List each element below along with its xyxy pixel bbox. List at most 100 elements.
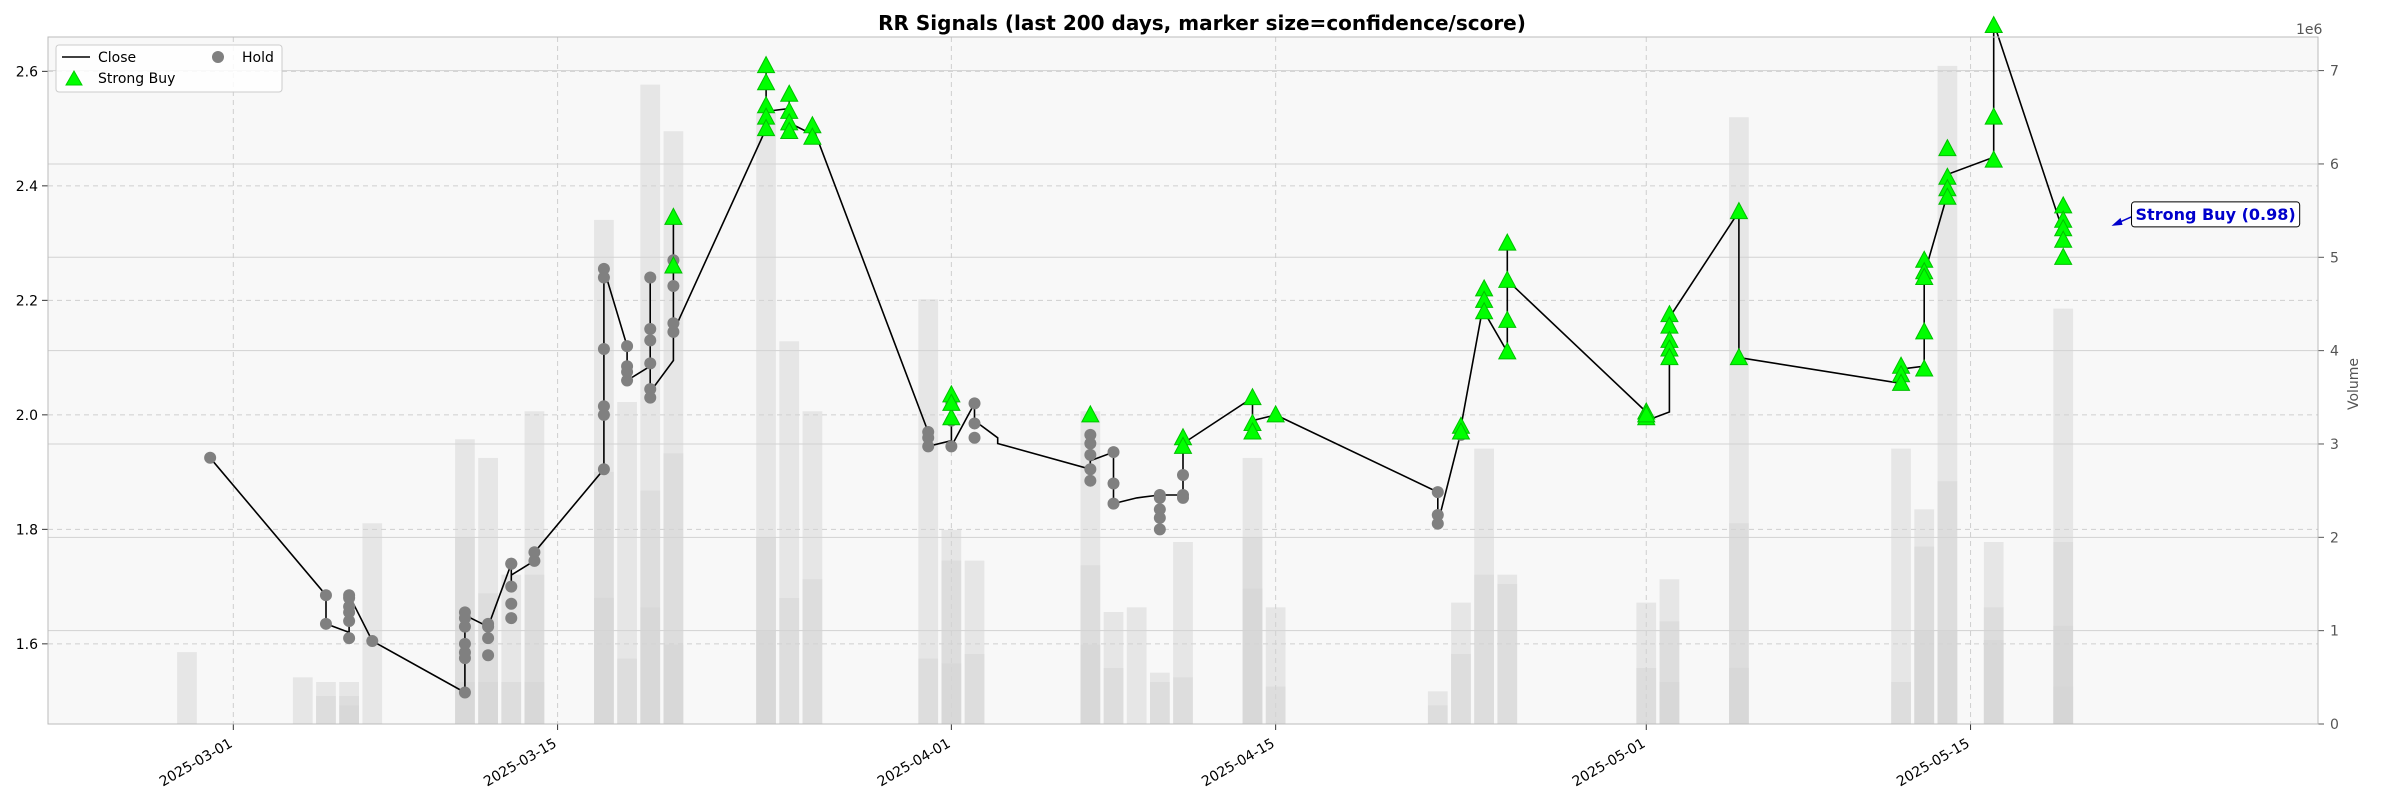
volume-bar xyxy=(802,579,823,724)
volume-bar xyxy=(1636,667,1657,724)
legend-close-label: Close xyxy=(98,50,136,66)
hold-marker xyxy=(1431,517,1444,530)
volume-bar xyxy=(1891,448,1911,724)
hold-marker xyxy=(1153,523,1166,536)
volume-bars xyxy=(177,65,2074,725)
strong-buy-marker xyxy=(1984,107,2004,125)
strong-buy-marker xyxy=(1984,150,2004,168)
hold-marker xyxy=(505,597,518,610)
hold-marker xyxy=(458,612,471,625)
hold-marker xyxy=(343,614,356,627)
volume-bar xyxy=(594,597,614,724)
hold-marker xyxy=(458,620,471,633)
legend-hold-swatch xyxy=(212,51,224,63)
volume-tick-label: 7 xyxy=(2330,64,2339,80)
hold-marker xyxy=(597,262,610,275)
volume-tick-label: 1 xyxy=(2330,624,2339,640)
y-tick-label: 2.2 xyxy=(16,293,38,309)
volume-bar xyxy=(1474,574,1494,724)
y-tick-label: 2.4 xyxy=(16,179,38,195)
volume-bar xyxy=(918,658,939,724)
volume-bar xyxy=(964,653,985,724)
hold-marker xyxy=(528,554,541,567)
legend-hold-label: Hold xyxy=(242,50,274,66)
y-tick-label: 2.6 xyxy=(16,64,38,80)
hold-marker xyxy=(505,580,518,593)
volume-bar xyxy=(779,597,800,724)
hold-marker xyxy=(343,632,356,645)
hold-marker xyxy=(482,617,495,630)
strong-buy-marker xyxy=(1729,347,1749,366)
volume-bar xyxy=(1265,686,1286,724)
volume-tick-label: 5 xyxy=(2330,250,2339,266)
hold-marker xyxy=(621,365,634,378)
hold-marker xyxy=(968,397,981,410)
volume-bar xyxy=(501,681,522,724)
hold-marker xyxy=(644,334,657,347)
volume-bar xyxy=(1891,681,1911,724)
hold-marker xyxy=(482,632,495,645)
volume-bar xyxy=(918,299,939,724)
volume-bar xyxy=(316,695,336,724)
strong-buy-marker xyxy=(1451,421,1471,440)
volume-tick-label: 2 xyxy=(2330,530,2339,546)
hold-marker xyxy=(505,612,518,625)
hold-marker xyxy=(1084,448,1097,461)
strong-buy-marker xyxy=(664,207,683,225)
strong-buy-marker xyxy=(1497,310,1517,328)
hold-marker xyxy=(922,431,935,444)
hold-marker xyxy=(1177,468,1189,481)
legend-frame xyxy=(55,44,283,93)
strong-buy-marker xyxy=(756,55,776,74)
hold-marker xyxy=(1107,446,1120,459)
volume-bar xyxy=(1103,667,1124,724)
strong-buy-marker xyxy=(1266,404,1285,423)
volume-bar xyxy=(1080,644,1101,724)
volume-bar xyxy=(617,658,637,724)
annotation-arrowhead xyxy=(2111,217,2123,226)
hold-marker xyxy=(667,280,680,293)
hold-marker xyxy=(968,431,981,444)
volume-bar xyxy=(1242,588,1263,724)
annotation-box xyxy=(2131,201,2301,228)
strong-buy-marker xyxy=(1938,187,1957,205)
volume-bar xyxy=(362,523,383,724)
volume-bar xyxy=(1983,639,2004,724)
hold-marker xyxy=(621,374,634,387)
hold-marker xyxy=(482,649,495,662)
hold-marker xyxy=(1107,497,1120,510)
hold-marker xyxy=(1107,477,1120,490)
volume-bar xyxy=(1149,681,1170,724)
volume-tick-label: 4 xyxy=(2330,344,2339,360)
volume-bar xyxy=(1173,677,1193,724)
y-tick-label: 2.0 xyxy=(16,408,38,424)
strong-buy-marker xyxy=(1914,358,1934,377)
volume-tick-label: 0 xyxy=(2330,717,2339,733)
legend: Close Strong Buy Hold xyxy=(55,44,283,93)
strong-buy-marker xyxy=(1984,15,2004,34)
volume-bar xyxy=(292,677,313,724)
hold-marker xyxy=(597,343,610,356)
hold-marker xyxy=(1153,491,1166,504)
y-tick-label: 1.6 xyxy=(16,637,38,653)
strong-buy-marker xyxy=(1891,373,1911,391)
hold-marker xyxy=(644,357,657,370)
strong-buy-marker xyxy=(1497,341,1517,360)
volume-bar xyxy=(1729,667,1749,724)
hold-marker xyxy=(1431,486,1444,499)
hold-marker xyxy=(644,391,657,404)
volume-bar xyxy=(1497,583,1518,724)
strong-buy-marker xyxy=(1636,404,1656,423)
legend-strong-buy-label: Strong Buy xyxy=(98,71,175,87)
volume-tick-label: 6 xyxy=(2330,157,2339,173)
strong-buy-marker xyxy=(664,255,683,274)
hold-marker xyxy=(1153,503,1166,516)
strong-buy-marker xyxy=(1474,301,1494,320)
hold-marker xyxy=(597,400,610,413)
hold-marker xyxy=(528,546,541,559)
hold-marker xyxy=(644,322,657,335)
volume-bar xyxy=(1126,607,1147,724)
annotation-label: Strong Buy (0.98) xyxy=(2136,205,2296,224)
